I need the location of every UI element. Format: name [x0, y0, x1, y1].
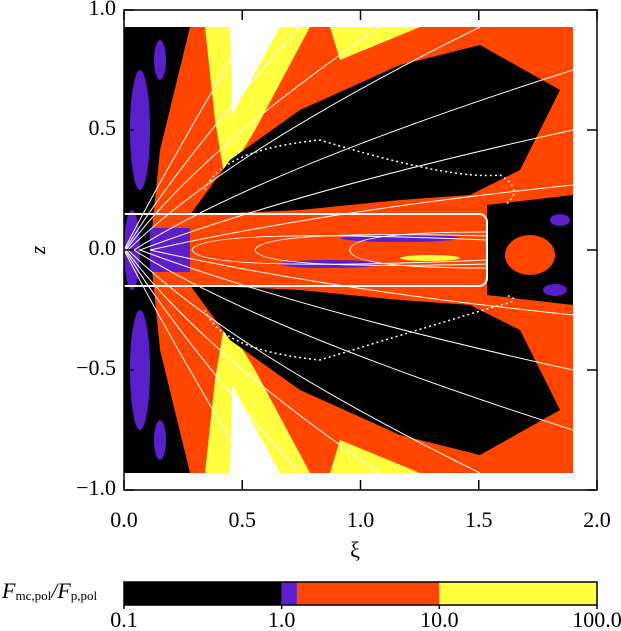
colorbar-tick-label: 100.0 — [572, 607, 621, 631]
y-tick-label: −1.0 — [76, 475, 116, 500]
colorbar-segment — [281, 582, 297, 605]
y-tick-label: 1.0 — [89, 0, 117, 20]
y-axis-label: z — [25, 245, 50, 255]
colorbar-segment — [296, 582, 440, 605]
colorbar-segment — [124, 582, 282, 605]
colorbar-tick-label: 0.1 — [110, 607, 138, 631]
colorbar-tick-label: 10.0 — [420, 607, 459, 631]
x-tick-label: 1.5 — [465, 507, 493, 532]
y-tick-label: 0.5 — [89, 115, 117, 140]
colorbar-tick-label: 1.0 — [268, 607, 296, 631]
x-tick-label: 0.0 — [110, 507, 138, 532]
x-tick-label: 2.0 — [583, 507, 611, 532]
colorbar-label-part: F — [1, 578, 16, 603]
field-map — [124, 27, 573, 473]
colorbar-segment — [439, 582, 597, 605]
x-axis-label: ξ — [350, 537, 360, 562]
colorbar-label: Fmc,pol/Fp,pol — [1, 578, 98, 603]
colorbar-label-part: /F — [49, 578, 71, 603]
colorbar-frame — [123, 581, 598, 606]
y-tick-label: 0.0 — [89, 235, 117, 260]
y-tick-label: −0.5 — [76, 355, 116, 380]
colorbar-label-part: mc,pol — [15, 588, 51, 603]
x-tick-label: 1.0 — [347, 507, 375, 532]
colorbar-label-part: p,pol — [71, 588, 98, 603]
x-tick-label: 0.5 — [229, 507, 257, 532]
